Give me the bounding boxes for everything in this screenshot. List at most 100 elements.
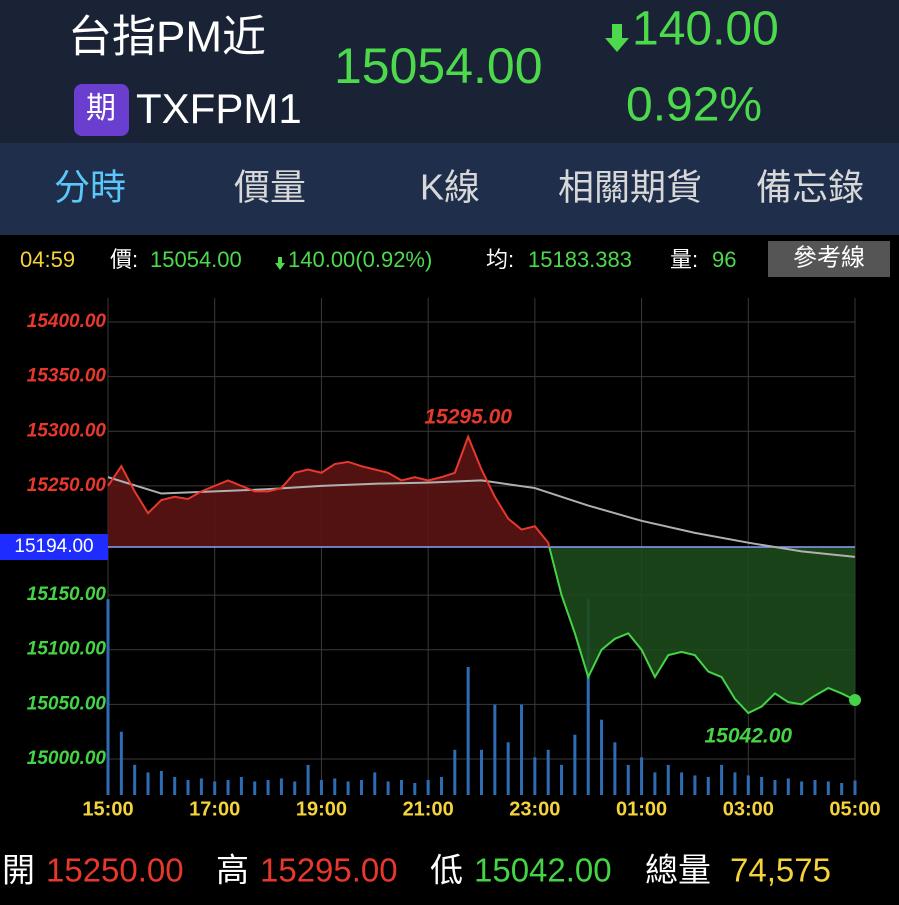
y-tick-label: 15250.00	[27, 475, 107, 496]
volume-bar	[333, 778, 337, 795]
tabs: 分時 價量 K線 相關期貨 備忘錄	[54, 167, 864, 208]
tab[interactable]: 分時	[54, 167, 126, 208]
volume-bar	[346, 781, 350, 795]
price-line	[107, 433, 856, 715]
badge: 期	[86, 92, 116, 125]
down-arrow	[275, 257, 285, 270]
volume-bar	[640, 757, 644, 795]
y-tick-label: 15400.00	[27, 311, 107, 332]
info-time: 04:59	[20, 247, 75, 272]
x-tick-label: 15:00	[82, 798, 133, 820]
volume-bar	[293, 781, 297, 795]
volume-bar	[800, 781, 804, 795]
tab[interactable]: 價量	[234, 167, 306, 208]
volume-bar	[840, 782, 844, 795]
volume-bar	[653, 772, 657, 795]
price: 15054.00	[334, 38, 543, 94]
volume-bar	[560, 764, 564, 795]
volume-bar	[199, 778, 203, 795]
volume-bar	[613, 742, 617, 795]
tab[interactable]: 相關期貨	[558, 167, 702, 208]
low-label: 低	[430, 852, 463, 889]
open: 15250.00	[46, 852, 184, 889]
x-tick-label: 05:00	[829, 798, 880, 820]
volume-bar	[706, 776, 710, 795]
volume-bar	[600, 719, 604, 795]
y-tick-label: 15300.00	[27, 420, 107, 441]
high: 15295.00	[260, 852, 398, 889]
volume-bar	[546, 749, 550, 795]
badge-bg	[74, 84, 129, 136]
volume-bar	[386, 781, 390, 795]
volume-bar	[159, 770, 163, 795]
info-price: 15054.00	[150, 247, 242, 272]
y-tick-label: 15050.00	[27, 693, 107, 714]
high-label: 高	[216, 852, 249, 889]
instrument-name: 台指PM近	[68, 13, 266, 62]
volume-bar	[826, 781, 830, 795]
volume-bar	[226, 779, 230, 795]
volume-bar	[626, 764, 630, 795]
volume-bar	[319, 779, 323, 795]
annotation: 15042.00	[704, 725, 792, 748]
volume-bar	[813, 779, 817, 795]
y-tick-label: 15000.00	[27, 748, 107, 769]
info-avg-label: 均:	[486, 247, 514, 272]
volume-bar	[493, 704, 497, 795]
x-tick-label: 03:00	[723, 798, 774, 820]
volume-bar	[133, 764, 137, 795]
volume-bar	[266, 779, 270, 795]
volume-bar	[666, 764, 670, 795]
x-tick-label: 23:00	[509, 798, 560, 820]
volume-bar	[106, 599, 110, 795]
volume-bar	[480, 749, 483, 795]
volume-bar	[720, 764, 724, 795]
volume-bar	[253, 781, 257, 795]
reference-button-label[interactable]: 參考線	[793, 244, 865, 271]
volume-bar	[239, 776, 243, 795]
volume-bar	[439, 776, 443, 795]
volume-bar	[413, 782, 417, 795]
symbol: TXFPM1	[136, 85, 302, 132]
volume-bar	[680, 772, 684, 795]
volume-bar	[373, 772, 377, 795]
info-price-label: 價:	[110, 247, 138, 272]
volume-bar	[786, 778, 790, 795]
annotation: 15295.00	[424, 405, 512, 428]
reference-label-bg	[0, 534, 108, 561]
low: 15042.00	[474, 852, 612, 889]
volume-bar	[760, 776, 764, 795]
tab[interactable]: K線	[420, 167, 480, 208]
y-tick-label: 15350.00	[27, 366, 107, 387]
volume-bar	[533, 757, 537, 795]
total-vol: 74,575	[730, 852, 831, 889]
info-vol-label: 量:	[670, 247, 698, 272]
x-tick-label: 19:00	[296, 798, 347, 820]
total-vol-label: 總量	[645, 852, 711, 889]
volume-bar	[146, 772, 150, 795]
tab[interactable]: 備忘錄	[756, 167, 864, 208]
x-tick-label: 17:00	[189, 798, 240, 820]
reference-button[interactable]	[768, 241, 890, 277]
info-avg: 15183.383	[528, 247, 632, 272]
volume-bar	[426, 779, 430, 795]
change-pct: 0.92%	[626, 79, 762, 132]
open-label: 開	[2, 852, 35, 889]
info-vol: 96	[712, 247, 736, 272]
tab-bg	[0, 143, 899, 235]
volume-bar	[773, 779, 777, 795]
volume-bar	[186, 779, 190, 795]
volume-bar	[520, 704, 524, 795]
volume-bar	[173, 776, 177, 795]
volume-bar	[359, 779, 363, 795]
volume-bar	[279, 778, 283, 795]
volume-bar	[573, 734, 577, 795]
volume-bar	[586, 599, 590, 795]
volume-bar	[693, 775, 697, 795]
down-arrow	[605, 24, 629, 52]
y-tick-label: 15150.00	[27, 584, 107, 605]
volume-bar	[853, 780, 857, 795]
volume-bar	[119, 731, 123, 795]
